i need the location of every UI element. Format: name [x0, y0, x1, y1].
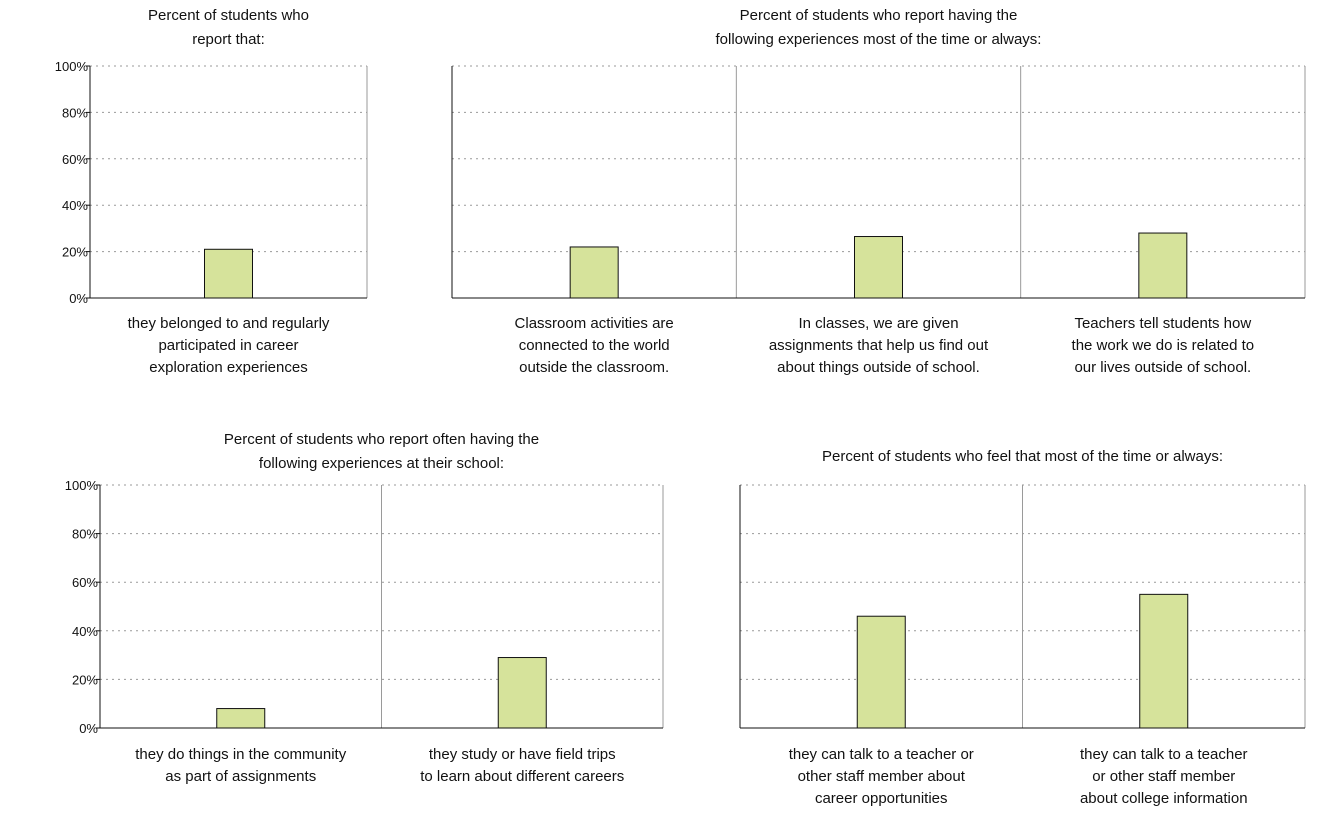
category-label-line: In classes, we are given [798, 315, 958, 332]
y-tick-label: 0% [79, 721, 98, 736]
category-label-line: they study or have field trips [429, 746, 616, 763]
chart-title-line: Percent of students who report often hav… [224, 431, 539, 448]
bar-2 [497, 657, 547, 729]
bar-1 [856, 615, 906, 729]
bar-1 [216, 708, 266, 729]
chart-title-line: following experiences most of the time o… [716, 31, 1042, 48]
category-label-line: they can talk to a teacher or [789, 746, 974, 763]
bar-1 [569, 246, 619, 299]
chart-title-line: Percent of students who report having th… [740, 7, 1018, 24]
y-tick-label: 60% [72, 575, 98, 590]
category-label-line: assignments that help us find out [769, 337, 989, 354]
category-label-line: our lives outside of school. [1074, 359, 1251, 376]
chart-title-line: Percent of students who [148, 7, 309, 24]
y-tick-label: 60% [62, 152, 88, 167]
chart-title-line: following experiences at their school: [259, 455, 504, 472]
chart-title-line: report that: [192, 31, 265, 48]
y-tick-label: 20% [72, 672, 98, 687]
category-label-line: career opportunities [815, 790, 948, 807]
category-label-line: they belonged to and regularly [128, 315, 330, 332]
bar-2 [854, 236, 903, 299]
y-tick-label: 0% [69, 291, 88, 306]
category-label-line: exploration experiences [149, 359, 307, 376]
category-label-line: they do things in the community [135, 746, 346, 763]
chart-3: Percent of students who report often hav… [65, 431, 664, 785]
y-tick-label: 80% [62, 105, 88, 120]
chart-4: Percent of students who feel that most o… [739, 448, 1306, 807]
category-label-line: about things outside of school. [777, 359, 980, 376]
category-label-line: the work we do is related to [1072, 337, 1255, 354]
bar-2 [1139, 593, 1189, 729]
bar-1 [204, 248, 253, 299]
y-tick-label: 80% [72, 527, 98, 542]
y-tick-label: 100% [55, 59, 89, 74]
category-label-line: Classroom activities are [515, 315, 674, 332]
category-label-line: or other staff member [1092, 768, 1235, 785]
category-label-line: connected to the world [519, 337, 670, 354]
category-label-line: other staff member about [798, 768, 966, 785]
category-label-line: they can talk to a teacher [1080, 746, 1248, 763]
category-label-line: about college information [1080, 790, 1248, 807]
y-tick-label: 40% [72, 624, 98, 639]
y-tick-label: 40% [62, 198, 88, 213]
category-label-line: Teachers tell students how [1074, 315, 1251, 332]
chart-1: Percent of students who report that: 0% 20%… [55, 7, 368, 376]
category-label-line: outside the classroom. [519, 359, 669, 376]
category-label-line: participated in career [158, 337, 298, 354]
y-tick-label: 100% [65, 478, 99, 493]
bar-3 [1138, 232, 1188, 299]
y-tick-label: 20% [62, 245, 88, 260]
chart-2: Percent of students who report having th… [451, 7, 1306, 376]
chart-title-line: Percent of students who feel that most o… [822, 448, 1223, 465]
category-label-line: to learn about different careers [420, 768, 624, 785]
category-label-line: as part of assignments [165, 768, 316, 785]
